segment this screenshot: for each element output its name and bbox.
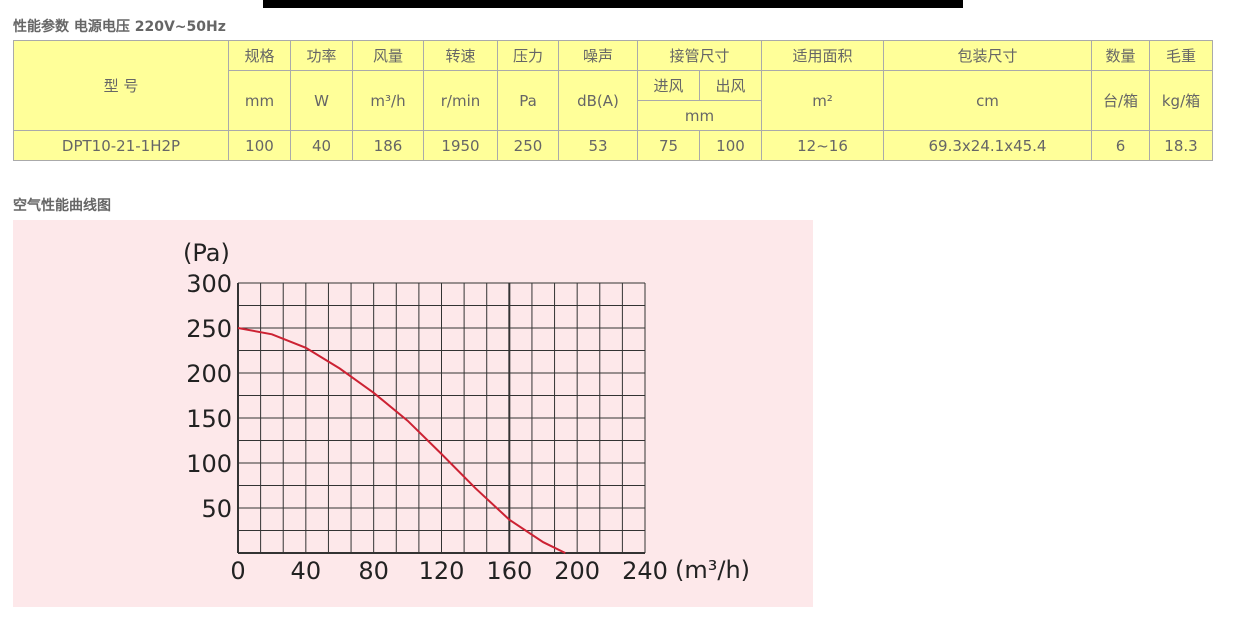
cell: 186 — [352, 130, 424, 161]
cell: 53 — [558, 130, 638, 161]
cell: dB(A) — [558, 70, 638, 131]
cell: 6 — [1091, 130, 1150, 161]
cell: 毛重 — [1149, 40, 1213, 71]
cell: 转速 — [423, 40, 498, 71]
x-axis-label: (m³/h) — [675, 556, 750, 584]
cell: mm — [637, 100, 762, 131]
y-tick-label: 100 — [186, 450, 232, 478]
x-tick-label: 160 — [486, 557, 532, 585]
cell: mm — [228, 70, 291, 131]
curve — [237, 327, 566, 554]
cell: kg/箱 — [1149, 70, 1213, 131]
cell: 12~16 — [761, 130, 884, 161]
cell: 风量 — [352, 40, 424, 71]
cell: 适用面积 — [761, 40, 884, 71]
cell: 规格 — [228, 40, 291, 71]
top-bar — [263, 0, 963, 8]
y-tick-label: 50 — [201, 495, 232, 523]
cell: 40 — [290, 130, 353, 161]
cell: 进风 — [637, 70, 700, 101]
data-row: DPT10-21-1H2P 100 40 186 1950 250 53 75 100 12~16… — [13, 130, 1213, 161]
cell: DPT10-21-1H2P — [13, 130, 229, 161]
cell: 1950 — [423, 130, 498, 161]
cell: 噪声 — [558, 40, 638, 71]
y-tick-label: 150 — [186, 405, 232, 433]
x-tick-label: 40 — [291, 557, 322, 585]
y-tick-label: 250 — [186, 315, 232, 343]
cell: 压力 — [497, 40, 559, 71]
y-axis-label: (Pa) — [183, 239, 230, 267]
x-tick-label: 0 — [230, 557, 245, 585]
x-tick-label: 240 — [622, 557, 668, 585]
spec-table: 型 号 规格 功率 风量 转速 压力 噪声 接管尺寸 适用面积 包装尺寸 数量 … — [13, 40, 1213, 161]
cell: 型 号 — [13, 40, 229, 131]
cell: 数量 — [1091, 40, 1150, 71]
x-tick-label: 80 — [358, 557, 389, 585]
cell: Pa — [497, 70, 559, 131]
chart-panel — [13, 220, 813, 607]
y-tick-label: 200 — [186, 360, 232, 388]
cell: r/min — [423, 70, 498, 131]
cell: 18.3 — [1149, 130, 1213, 161]
cell: 100 — [699, 130, 762, 161]
x-tick-label: 120 — [419, 557, 465, 585]
section-title: 性能参数 电源电压 220V~50Hz — [13, 19, 226, 35]
cell: m³/h — [352, 70, 424, 131]
x-tick-label: 200 — [554, 557, 600, 585]
y-tick-label: 300 — [186, 270, 232, 298]
cell: 69.3x24.1x45.4 — [883, 130, 1092, 161]
cell: m² — [761, 70, 884, 131]
chart-title: 空气性能曲线图 — [13, 198, 111, 214]
